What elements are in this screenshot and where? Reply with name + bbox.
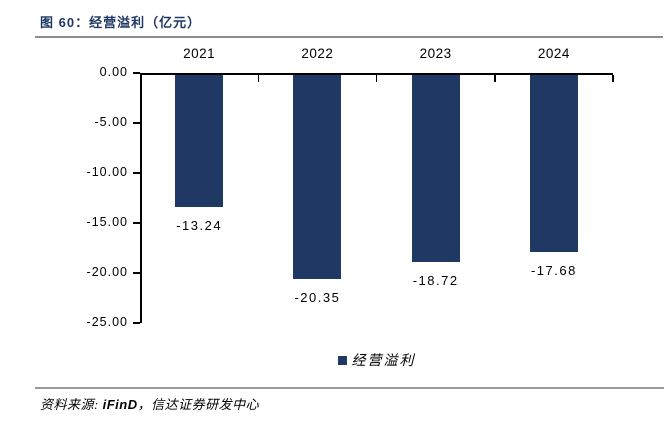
footer-divider [35,387,664,389]
source-prefix: 资料来源: [40,397,103,412]
x-axis-label-2021: 2021 [183,46,216,61]
title-divider [35,36,663,38]
bar-value-label-2022: -20.35 [294,289,341,305]
bar-value-label-2021: -13.24 [176,218,223,234]
y-axis-tick [133,322,140,324]
figure-title: 图 60：经营溢利（亿元） [40,15,202,30]
x-axis-label-2023: 2023 [419,46,452,61]
y-axis-tick [133,72,140,74]
y-axis-label: -5.00 [94,115,128,129]
bar-chart: 2021 -13.24 2022 -20.35 2023 -18.72 2024 -17.68… [87,46,614,329]
y-axis-label: -10.00 [86,165,128,179]
x-axis-line [140,73,613,75]
bar-value-label-2024: -17.68 [530,262,577,278]
x-axis-tick [375,75,378,82]
legend-marker-icon [337,355,347,365]
x-axis-tick [257,75,259,82]
y-axis-label: -25.00 [86,315,128,329]
y-axis-tick [133,222,140,224]
y-axis-tick [133,172,140,174]
y-axis-tick [133,122,140,124]
y-axis-label: 0.00 [99,65,128,79]
source-note: 资料来源: iFinD，信达证券研发中心 [40,394,259,413]
bar-value-label-2023: -18.72 [412,273,459,289]
source-ifind: iFinD [102,397,138,412]
x-axis-label-2024: 2024 [537,46,570,61]
x-axis-tick [494,75,496,82]
x-axis-label-2022: 2022 [301,46,334,61]
bar-2024 [529,75,578,252]
y-axis-label: -20.00 [86,265,128,279]
bar-2022 [293,75,342,279]
y-axis-line [140,73,142,323]
bar-2023 [411,75,460,263]
legend-label: 经营溢利 [351,354,416,369]
y-axis-tick [133,272,140,274]
bar-2021 [175,75,224,208]
legend: 经营溢利 [140,350,613,370]
source-rest: ，信达证券研发中心 [137,397,260,412]
x-axis-tick [612,75,614,82]
y-axis-label: -15.00 [86,215,128,229]
